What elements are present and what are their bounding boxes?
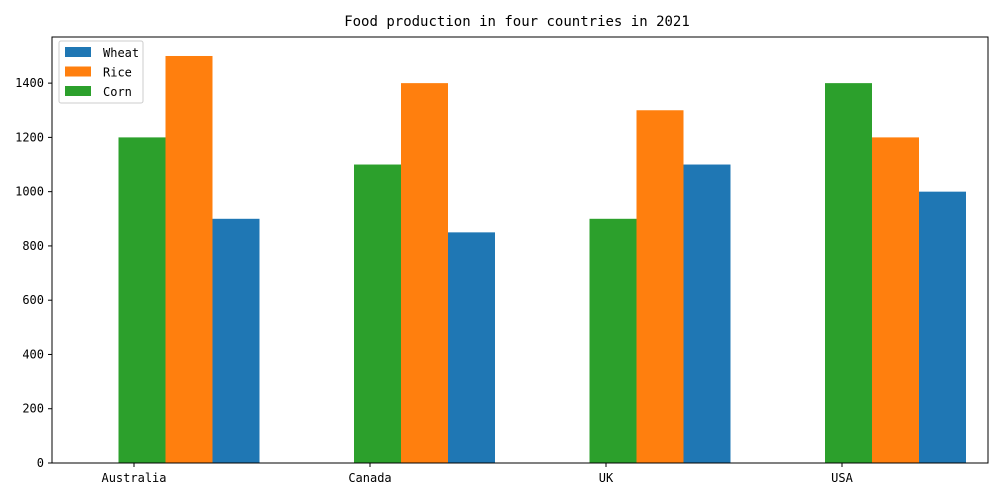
x-axis: Australia Canada UK USA (101, 463, 854, 485)
bar-wheat-usa (919, 191, 966, 463)
y-tick-label: 200 (22, 402, 44, 416)
y-tick-label: 1000 (15, 185, 44, 199)
bar-rice-australia (165, 55, 213, 464)
x-tick-label-canada: Canada (348, 471, 391, 485)
legend: Wheat Rice Corn (58, 40, 144, 104)
bar-corn-usa (825, 83, 872, 463)
legend-label-rice: Rice (103, 66, 132, 80)
x-tick-label-uk: UK (599, 471, 614, 485)
y-tick-label: 400 (22, 347, 44, 361)
y-axis: 0 200 400 600 800 1000 1200 1400 (15, 76, 52, 470)
y-tick-label: 0 (37, 456, 44, 470)
y-tick-label: 600 (22, 293, 44, 307)
legend-label-corn: Corn (103, 85, 132, 99)
bar-rice-usa (872, 137, 919, 463)
x-tick-label-usa: USA (831, 471, 853, 485)
chart-title: Food production in four countries in 202… (344, 14, 690, 30)
legend-swatch-rice (65, 66, 91, 77)
legend-label-wheat: Wheat (103, 46, 139, 60)
legend-swatch-wheat (65, 47, 91, 57)
legend-swatch-corn (65, 86, 91, 96)
y-tick-label: 1400 (15, 76, 44, 90)
bar-corn-canada (354, 164, 401, 463)
bars-layer (118, 55, 966, 464)
bar-wheat-uk (683, 164, 731, 463)
bar-corn-uk (589, 218, 637, 463)
bar-wheat-australia (212, 218, 260, 463)
bar-corn-australia (118, 137, 166, 463)
x-tick-label-australia: Australia (101, 471, 166, 485)
y-tick-label: 800 (22, 239, 44, 253)
bar-rice-uk (636, 110, 684, 463)
bar-rice-canada (401, 83, 448, 463)
bar-wheat-canada (448, 232, 495, 463)
y-tick-label: 1200 (15, 130, 44, 144)
plot-frame (51, 36, 989, 464)
